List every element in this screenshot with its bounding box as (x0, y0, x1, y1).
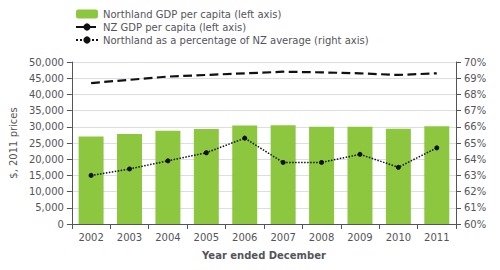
svg-text:2003: 2003 (117, 232, 142, 243)
svg-text:5,000: 5,000 (35, 202, 64, 213)
svg-text:10,000: 10,000 (29, 186, 64, 197)
svg-text:61%: 61% (464, 202, 486, 213)
svg-text:35,000: 35,000 (29, 105, 64, 116)
svg-text:63%: 63% (464, 170, 486, 181)
svg-text:2009: 2009 (347, 232, 372, 243)
svg-text:2006: 2006 (232, 232, 257, 243)
svg-text:30,000: 30,000 (29, 121, 64, 132)
svg-text:70%: 70% (464, 57, 486, 68)
svg-text:69%: 69% (464, 73, 486, 84)
svg-text:50,000: 50,000 (29, 57, 64, 68)
svg-text:65%: 65% (464, 138, 486, 149)
svg-text:20,000: 20,000 (29, 154, 64, 165)
svg-text:62%: 62% (464, 186, 486, 197)
svg-text:2002: 2002 (78, 232, 103, 243)
svg-text:Northland as a percentage of N: Northland as a percentage of NZ average … (103, 35, 369, 46)
svg-text:68%: 68% (464, 89, 486, 100)
svg-text:67%: 67% (464, 105, 486, 116)
svg-text:2005: 2005 (194, 232, 219, 243)
svg-text:40,000: 40,000 (29, 89, 64, 100)
svg-text:NZ GDP per capita (left axis): NZ GDP per capita (left axis) (103, 22, 246, 33)
svg-text:2010: 2010 (386, 232, 411, 243)
svg-text:$, 2011 prices: $, 2011 prices (8, 107, 19, 178)
svg-text:15,000: 15,000 (29, 170, 64, 181)
svg-text:64%: 64% (464, 154, 486, 165)
svg-text:0: 0 (58, 219, 64, 230)
svg-text:2004: 2004 (155, 232, 180, 243)
svg-text:45,000: 45,000 (29, 73, 64, 84)
svg-text:2007: 2007 (270, 232, 295, 243)
svg-text:2008: 2008 (309, 232, 334, 243)
svg-text:2011: 2011 (424, 232, 449, 243)
svg-text:66%: 66% (464, 121, 486, 132)
svg-text:Northland GDP per capita (left: Northland GDP per capita (left axis) (103, 9, 281, 20)
svg-text:Year ended December: Year ended December (201, 250, 326, 261)
svg-text:25,000: 25,000 (29, 138, 64, 149)
svg-text:60%: 60% (464, 219, 486, 230)
